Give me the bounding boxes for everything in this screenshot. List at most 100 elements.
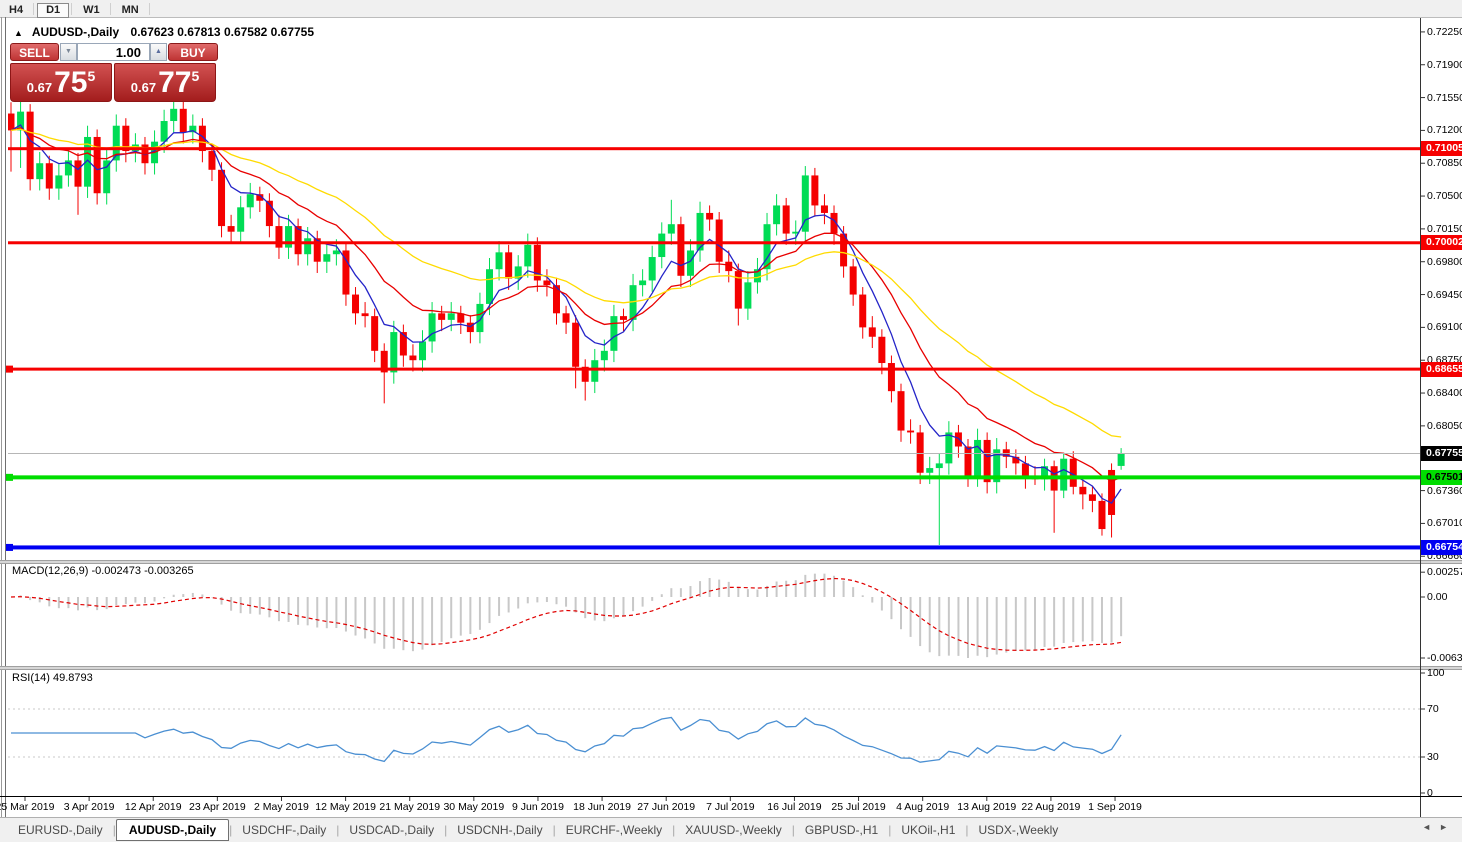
line-handle[interactable] bbox=[6, 365, 13, 373]
date-label[interactable]: 4 Aug 2019 bbox=[896, 801, 950, 813]
timeframe-toolbar: H4 D1 W1 MN bbox=[0, 0, 1462, 18]
date-label[interactable]: 16 Jul 2019 bbox=[767, 801, 822, 813]
rsi-panel-splitter[interactable] bbox=[0, 666, 1462, 670]
price-tick-0.69100: 0.69100 bbox=[1427, 321, 1462, 334]
date-label[interactable]: 30 May 2019 bbox=[443, 801, 505, 813]
buy-price-display[interactable]: 0.67 77 5 bbox=[114, 63, 216, 102]
volume-input[interactable] bbox=[77, 43, 150, 61]
price-tick-0.68400: 0.68400 bbox=[1427, 387, 1462, 400]
line-handle[interactable] bbox=[6, 543, 13, 551]
sell-button[interactable]: SELL bbox=[10, 43, 59, 61]
toolbar-separator bbox=[33, 2, 35, 15]
sell-price-sup: 5 bbox=[87, 68, 96, 84]
tab-scroll-right-icon[interactable]: ► bbox=[1439, 822, 1456, 832]
price-tick-0.70150: 0.70150 bbox=[1427, 222, 1462, 235]
macd-indicator-label: MACD(12,26,9) -0.002473 -0.003265 bbox=[12, 565, 194, 577]
level-line-0.68655[interactable] bbox=[8, 367, 1420, 371]
tab-separator: | bbox=[336, 823, 340, 837]
macd-tick-0.00: 0.00 bbox=[1427, 591, 1448, 603]
date-label[interactable]: 27 Jun 2019 bbox=[637, 801, 696, 813]
buy-button[interactable]: BUY bbox=[168, 43, 218, 61]
toolbar-separator bbox=[109, 2, 111, 15]
date-label[interactable]: 23 Apr 2019 bbox=[189, 801, 246, 813]
timeframe-button-w1[interactable]: W1 bbox=[83, 4, 100, 16]
tab-usdx-weekly[interactable]: USDX-,Weekly bbox=[978, 823, 1059, 837]
date-label[interactable]: 2 May 2019 bbox=[254, 801, 309, 813]
volume-increase-icon[interactable]: ▲ bbox=[150, 43, 167, 61]
date-label[interactable]: 12 May 2019 bbox=[315, 801, 376, 813]
tab-separator: | bbox=[112, 823, 116, 837]
line-handle[interactable] bbox=[6, 473, 13, 481]
toolbar-separator bbox=[148, 2, 150, 15]
rsi-line bbox=[11, 716, 1122, 763]
macd-panel-splitter[interactable] bbox=[0, 560, 1462, 564]
tab-eurusd-daily[interactable]: EURUSD-,Daily bbox=[18, 823, 103, 837]
date-label[interactable]: 25 Jul 2019 bbox=[831, 801, 886, 813]
chart-tab-bar: EURUSD-,Daily | AUDUSD-,Daily | USDCHF-,Dail… bbox=[0, 817, 1462, 842]
level-price-tag-0.70002: 0.70002 bbox=[1421, 235, 1462, 251]
timeframe-button-d1[interactable]: D1 bbox=[37, 3, 70, 18]
level-line-0.66754[interactable] bbox=[8, 545, 1420, 550]
price-tick-0.71200: 0.71200 bbox=[1427, 124, 1462, 137]
chart-symbol-label: AUDUSD-,Daily bbox=[31, 25, 120, 39]
tab-xauusd-weekly[interactable]: XAUUSD-,Weekly bbox=[685, 823, 782, 837]
collapse-panel-icon[interactable]: ▲ bbox=[14, 28, 23, 38]
tab-separator: | bbox=[229, 823, 233, 837]
candlestick-layer bbox=[8, 100, 1125, 545]
date-label[interactable]: 3 Apr 2019 bbox=[63, 801, 115, 813]
rsi-tick-100: 100 bbox=[1427, 667, 1445, 679]
buy-price-sup: 5 bbox=[191, 68, 200, 84]
tab-gbpusd-h1[interactable]: GBPUSD-,H1 bbox=[804, 823, 879, 837]
timeframe-button-h4[interactable]: H4 bbox=[9, 4, 24, 16]
price-tick-0.72250: 0.72250 bbox=[1427, 25, 1462, 38]
tab-scroll-arrows: ◄► bbox=[1422, 822, 1456, 832]
price-tick-0.69450: 0.69450 bbox=[1427, 288, 1462, 301]
macd-tick--0.006326: -0.006326 bbox=[1427, 652, 1462, 664]
date-label[interactable]: 25 Mar 2019 bbox=[0, 801, 55, 813]
level-line-0.71005[interactable] bbox=[8, 147, 1420, 151]
rsi-tick-30: 30 bbox=[1427, 751, 1439, 763]
current-price-tag: 0.67755 bbox=[1421, 446, 1462, 462]
tab-separator: | bbox=[552, 823, 556, 837]
date-label[interactable]: 22 Aug 2019 bbox=[1021, 801, 1081, 813]
volume-decrease-icon[interactable]: ▼ bbox=[60, 43, 77, 61]
sell-price-prefix: 0.67 bbox=[26, 80, 53, 95]
date-label[interactable]: 1 Sep 2019 bbox=[1088, 801, 1142, 813]
sell-price-big: 75 bbox=[54, 66, 88, 99]
date-label[interactable]: 18 Jun 2019 bbox=[573, 801, 631, 813]
price-tick-0.70850: 0.70850 bbox=[1427, 157, 1462, 170]
rsi-tick-0: 0 bbox=[1427, 787, 1433, 799]
tab-audusd-daily[interactable]: AUDUSD-,Daily bbox=[115, 819, 230, 841]
tab-usdcnh-daily[interactable]: USDCNH-,Daily bbox=[457, 823, 543, 837]
tab-usdchf-daily[interactable]: USDCHF-,Daily bbox=[242, 823, 327, 837]
macd-tick-0.002574: 0.002574 bbox=[1427, 566, 1462, 579]
window-left-frame bbox=[1, 17, 2, 817]
tab-scroll-left-icon[interactable]: ◄ bbox=[1422, 822, 1440, 832]
tab-separator: | bbox=[888, 823, 892, 837]
price-tick-0.68050: 0.68050 bbox=[1427, 419, 1462, 432]
mid-ma bbox=[10, 127, 1122, 482]
tab-separator: | bbox=[791, 823, 795, 837]
tab-usdcad-daily[interactable]: USDCAD-,Daily bbox=[349, 823, 435, 837]
timeframe-button-mn[interactable]: MN bbox=[121, 4, 139, 16]
chart-title: ▲ AUDUSD-,Daily 0.67623 0.67813 0.67582 … bbox=[14, 25, 314, 39]
date-label[interactable]: 12 Apr 2019 bbox=[124, 801, 182, 813]
date-label[interactable]: 13 Aug 2019 bbox=[957, 801, 1017, 813]
date-label[interactable]: 21 May 2019 bbox=[379, 801, 441, 813]
sell-price-display[interactable]: 0.67 75 5 bbox=[10, 63, 112, 102]
macd-layer bbox=[10, 573, 1123, 659]
date-label[interactable]: 9 Jun 2019 bbox=[511, 801, 564, 813]
rsi-tick-70: 70 bbox=[1427, 703, 1439, 715]
level-price-tag-0.68655: 0.68655 bbox=[1421, 361, 1462, 377]
tab-ukoil-h1[interactable]: UKOil-,H1 bbox=[901, 823, 956, 837]
level-line-0.67501[interactable] bbox=[8, 475, 1420, 480]
tab-separator: | bbox=[965, 823, 969, 837]
price-tick-0.71900: 0.71900 bbox=[1427, 58, 1462, 71]
level-line-0.70002[interactable] bbox=[8, 241, 1420, 245]
macd-signal-line bbox=[10, 577, 1122, 651]
date-label[interactable]: 7 Jul 2019 bbox=[706, 801, 755, 813]
tab-eurchf-weekly[interactable]: EURCHF-,Weekly bbox=[565, 823, 663, 837]
chart-ohlc-values: 0.67623 0.67813 0.67582 0.67755 bbox=[130, 25, 315, 39]
